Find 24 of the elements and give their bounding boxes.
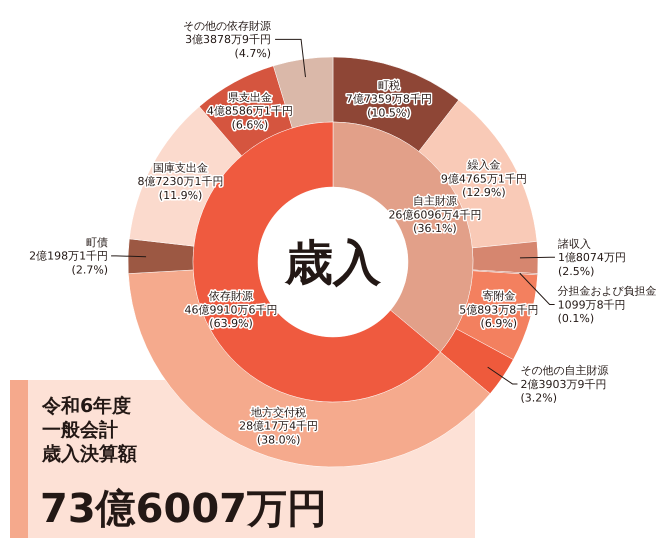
data-label: 7億7359万8千円 (10.5%) <box>346 92 432 120</box>
slice-label: 県支出金 <box>228 90 272 104</box>
slice-label: 繰入金 <box>466 158 500 172</box>
slice-label: 寄附金 <box>482 290 516 303</box>
slice-label: 諸収入 <box>558 237 591 250</box>
data-label: 28億17万4千円 (38.0%) <box>239 420 318 446</box>
slice-label: 地方交付税 <box>250 406 306 419</box>
data-label: 1億8074万円 (2.5%) <box>558 251 626 278</box>
slice-label: その他の自主財源 <box>520 364 608 378</box>
slice-label: 町債 <box>86 236 108 249</box>
data-label: 2億198万1千円 (2.7%) <box>29 250 108 276</box>
slice-label: 町税 <box>378 78 400 92</box>
slice-label: 依存財源 <box>209 290 254 303</box>
text: 歳入 <box>284 235 382 291</box>
text: 一般会計 <box>42 419 118 441</box>
slice-label: その他の依存財源 <box>183 19 272 32</box>
slice-label: 国庫支出金 <box>153 161 208 174</box>
text: 令和6年度 <box>41 395 132 417</box>
slice-label: 分担金および負担金 <box>558 284 657 298</box>
data-label: 1099万8千円 (0.1%) <box>558 298 626 326</box>
text: 73億6007万円 <box>40 486 327 532</box>
data-label: 2億3903万9千円 (3.2%) <box>520 378 606 405</box>
data-label: 3億3878万9千円 (4.7%) <box>185 33 272 60</box>
text: 歳入決算額 <box>41 443 137 465</box>
